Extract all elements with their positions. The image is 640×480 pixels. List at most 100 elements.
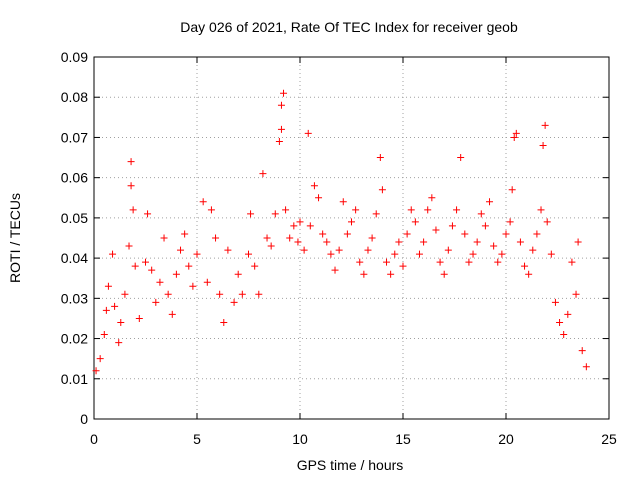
y-axis-label: ROTI / TECUs (7, 193, 23, 283)
data-point (403, 230, 411, 238)
data-points (92, 89, 590, 375)
data-point (364, 246, 372, 254)
data-point (453, 206, 461, 214)
data-point (506, 218, 514, 226)
data-point (164, 290, 172, 298)
data-point (277, 101, 285, 109)
data-point (129, 206, 137, 214)
data-point (372, 210, 380, 218)
data-point (428, 194, 436, 202)
data-point (286, 234, 294, 242)
y-tick-label: 0.05 (61, 210, 88, 226)
data-point (461, 230, 469, 238)
data-point (469, 250, 477, 258)
data-point (207, 206, 215, 214)
data-point (230, 298, 238, 306)
data-point (574, 238, 582, 246)
x-tick-label: 25 (601, 431, 617, 447)
data-point (529, 246, 537, 254)
x-tick-label: 10 (292, 431, 308, 447)
data-point (543, 218, 551, 226)
data-point (440, 270, 448, 278)
data-point (131, 262, 139, 270)
data-point (111, 302, 119, 310)
data-point (189, 282, 197, 290)
data-point (525, 270, 533, 278)
data-point (181, 230, 189, 238)
data-point (251, 262, 259, 270)
data-point (280, 89, 288, 97)
data-point (539, 141, 547, 149)
data-point (148, 266, 156, 274)
data-point (144, 210, 152, 218)
data-point (444, 246, 452, 254)
data-point (96, 355, 104, 363)
x-tick-label: 15 (395, 431, 411, 447)
data-point (296, 218, 304, 226)
data-point (395, 238, 403, 246)
axis-ticks (93, 56, 610, 420)
data-point (259, 170, 267, 178)
data-point (578, 347, 586, 355)
data-point (127, 158, 135, 166)
x-axis-label: GPS time / hours (297, 457, 404, 473)
data-point (432, 226, 440, 234)
data-point (267, 242, 275, 250)
data-point (502, 230, 510, 238)
data-point (304, 129, 312, 137)
data-point (510, 133, 518, 141)
data-point (481, 222, 489, 230)
gridlines (94, 57, 609, 419)
chart-title: Day 026 of 2021, Rate Of TEC Index for r… (180, 19, 518, 35)
data-point (121, 290, 129, 298)
data-point (343, 230, 351, 238)
axis-tick-labels: 0 0.01 0.02 0.03 0.04 0.05 0.06 0.07 0.08 0.09 0 5 1… (61, 49, 617, 447)
data-point (104, 282, 112, 290)
data-point (541, 121, 549, 129)
data-point (238, 290, 246, 298)
data-point (420, 238, 428, 246)
data-point (224, 246, 232, 254)
x-tick-label: 0 (90, 431, 98, 447)
data-point (508, 186, 516, 194)
y-tick-label: 0.06 (61, 170, 88, 186)
data-point (360, 270, 368, 278)
data-point (582, 363, 590, 371)
data-point (383, 258, 391, 266)
data-point (391, 250, 399, 258)
y-tick-label: 0.08 (61, 89, 88, 105)
data-point (368, 234, 376, 242)
data-point (271, 210, 279, 218)
data-point (465, 258, 473, 266)
data-point (537, 206, 545, 214)
data-point (277, 125, 285, 133)
data-point (352, 206, 360, 214)
data-point (560, 331, 568, 339)
data-point (290, 222, 298, 230)
data-point (486, 198, 494, 206)
data-point (331, 266, 339, 274)
data-point (275, 137, 283, 145)
x-tick-label: 20 (498, 431, 514, 447)
data-point (436, 258, 444, 266)
data-point (135, 314, 143, 322)
data-point (306, 222, 314, 230)
data-point (547, 250, 555, 258)
plot-area-frame (93, 56, 610, 420)
y-tick-label: 0.04 (61, 250, 88, 266)
data-point (152, 298, 160, 306)
data-point (411, 218, 419, 226)
data-point (415, 250, 423, 258)
y-tick-label: 0.01 (61, 371, 88, 387)
y-tick-label: 0.09 (61, 49, 88, 65)
y-tick-label: 0.07 (61, 129, 88, 145)
data-point (339, 198, 347, 206)
data-point (172, 270, 180, 278)
data-point (348, 218, 355, 226)
data-point (245, 250, 252, 258)
data-point (247, 210, 255, 218)
data-point (323, 238, 331, 246)
data-point (92, 367, 100, 375)
data-point (310, 182, 318, 190)
